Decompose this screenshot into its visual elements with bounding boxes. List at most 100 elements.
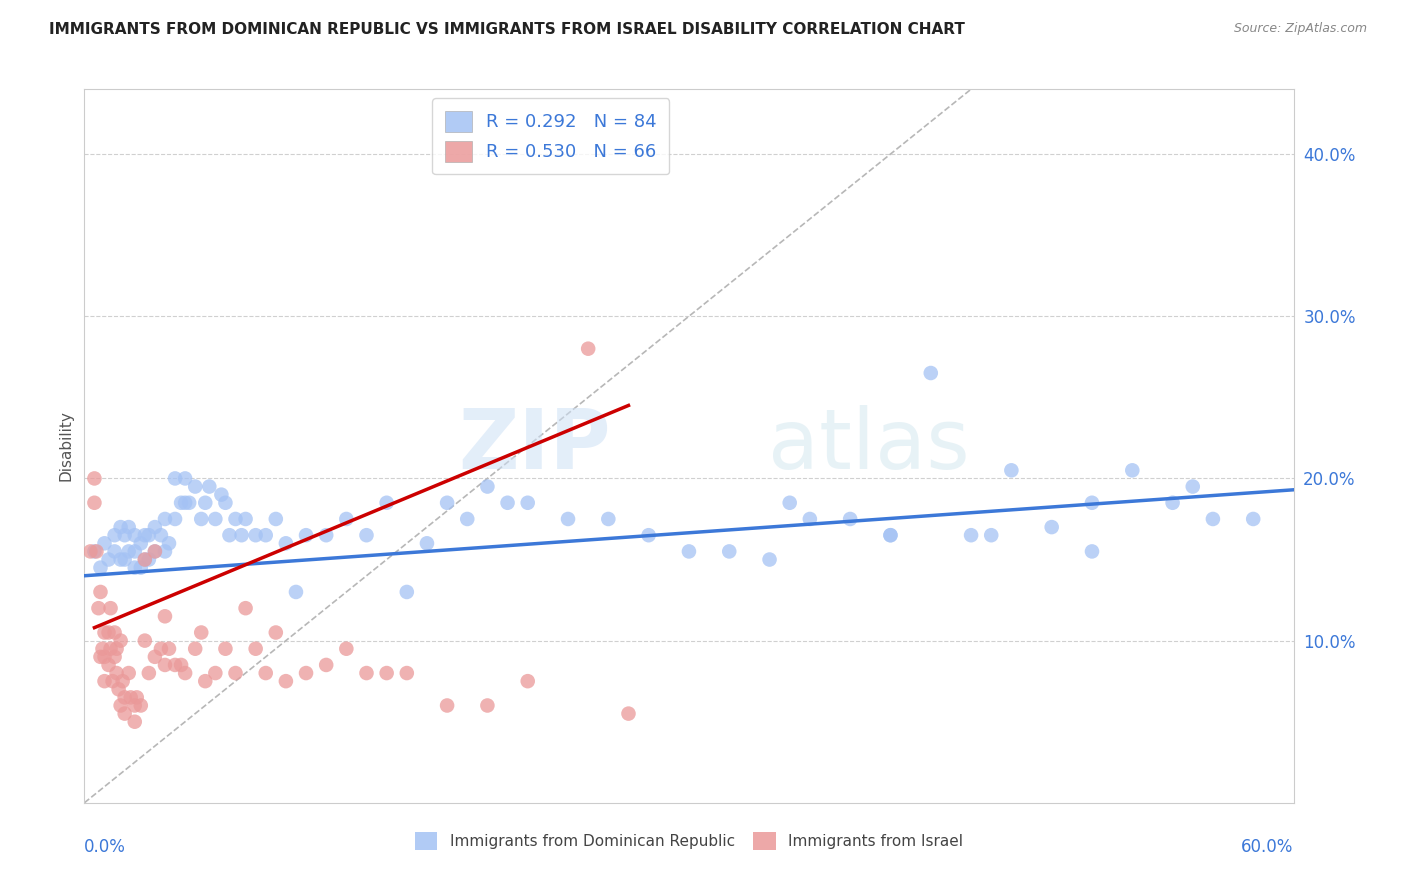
Point	[194, 674, 217, 689]
Point	[184, 479, 207, 493]
Point	[198, 479, 221, 493]
Point	[83, 496, 105, 510]
Point	[209, 488, 232, 502]
Point	[496, 496, 519, 510]
Point	[100, 641, 122, 656]
Point	[134, 633, 156, 648]
Point	[174, 666, 197, 681]
Point	[157, 536, 180, 550]
Point	[718, 544, 741, 558]
Point	[129, 698, 152, 713]
Point	[104, 528, 127, 542]
Point	[190, 512, 212, 526]
Point	[104, 544, 127, 558]
Point	[295, 528, 318, 542]
Point	[105, 641, 128, 656]
Point	[83, 544, 105, 558]
Point	[97, 657, 120, 672]
Point	[477, 698, 499, 713]
Point	[118, 544, 141, 558]
Point	[245, 528, 267, 542]
Text: ZIP: ZIP	[458, 406, 610, 486]
Point	[184, 641, 207, 656]
Point	[1202, 512, 1225, 526]
Point	[120, 690, 142, 705]
Point	[89, 649, 111, 664]
Point	[264, 625, 287, 640]
Y-axis label: Disability: Disability	[58, 410, 73, 482]
Text: IMMIGRANTS FROM DOMINICAN REPUBLIC VS IMMIGRANTS FROM ISRAEL DISABILITY CORRELAT: IMMIGRANTS FROM DOMINICAN REPUBLIC VS IM…	[49, 22, 965, 37]
Text: Source: ZipAtlas.com: Source: ZipAtlas.com	[1233, 22, 1367, 36]
Point	[124, 560, 146, 574]
Point	[395, 666, 418, 681]
Point	[436, 698, 458, 713]
Point	[235, 601, 257, 615]
Point	[214, 641, 236, 656]
Point	[149, 528, 172, 542]
Point	[637, 528, 659, 542]
Point	[153, 512, 176, 526]
Point	[124, 714, 146, 729]
Point	[114, 706, 136, 721]
Point	[356, 528, 378, 542]
Point	[110, 698, 132, 713]
Point	[101, 674, 124, 689]
Point	[920, 366, 942, 380]
Point	[1081, 496, 1104, 510]
Point	[165, 657, 187, 672]
Point	[134, 552, 156, 566]
Point	[97, 552, 120, 566]
Point	[129, 560, 152, 574]
Point	[190, 625, 212, 640]
Point	[93, 536, 115, 550]
Point	[335, 641, 357, 656]
Point	[1081, 544, 1104, 558]
Point	[97, 625, 120, 640]
Point	[576, 342, 599, 356]
Point	[134, 552, 156, 566]
Point	[91, 641, 114, 656]
Point	[110, 633, 132, 648]
Point	[456, 512, 478, 526]
Point	[225, 666, 247, 681]
Point	[174, 471, 197, 485]
Point	[138, 528, 160, 542]
Point	[204, 512, 226, 526]
Point	[235, 512, 257, 526]
Point	[118, 520, 141, 534]
Point	[114, 528, 136, 542]
Point	[477, 479, 499, 493]
Point	[315, 528, 337, 542]
Point	[416, 536, 439, 550]
Point	[79, 544, 101, 558]
Point	[395, 585, 418, 599]
Point	[436, 496, 458, 510]
Point	[264, 512, 287, 526]
Point	[157, 641, 180, 656]
Point	[134, 528, 156, 542]
Point	[124, 544, 146, 558]
Point	[1241, 512, 1264, 526]
Point	[758, 552, 780, 566]
Point	[165, 471, 187, 485]
Point	[114, 690, 136, 705]
Point	[170, 657, 193, 672]
Point	[153, 657, 176, 672]
Point	[107, 682, 129, 697]
Point	[83, 471, 105, 485]
Point	[104, 625, 127, 640]
Point	[124, 528, 146, 542]
Point	[143, 544, 166, 558]
Point	[204, 666, 226, 681]
Point	[779, 496, 801, 510]
Point	[89, 585, 111, 599]
Point	[114, 552, 136, 566]
Point	[143, 544, 166, 558]
Point	[218, 528, 240, 542]
Point	[254, 666, 277, 681]
Point	[375, 666, 398, 681]
Point	[93, 625, 115, 640]
Point	[138, 552, 160, 566]
Point	[315, 657, 337, 672]
Point	[274, 674, 297, 689]
